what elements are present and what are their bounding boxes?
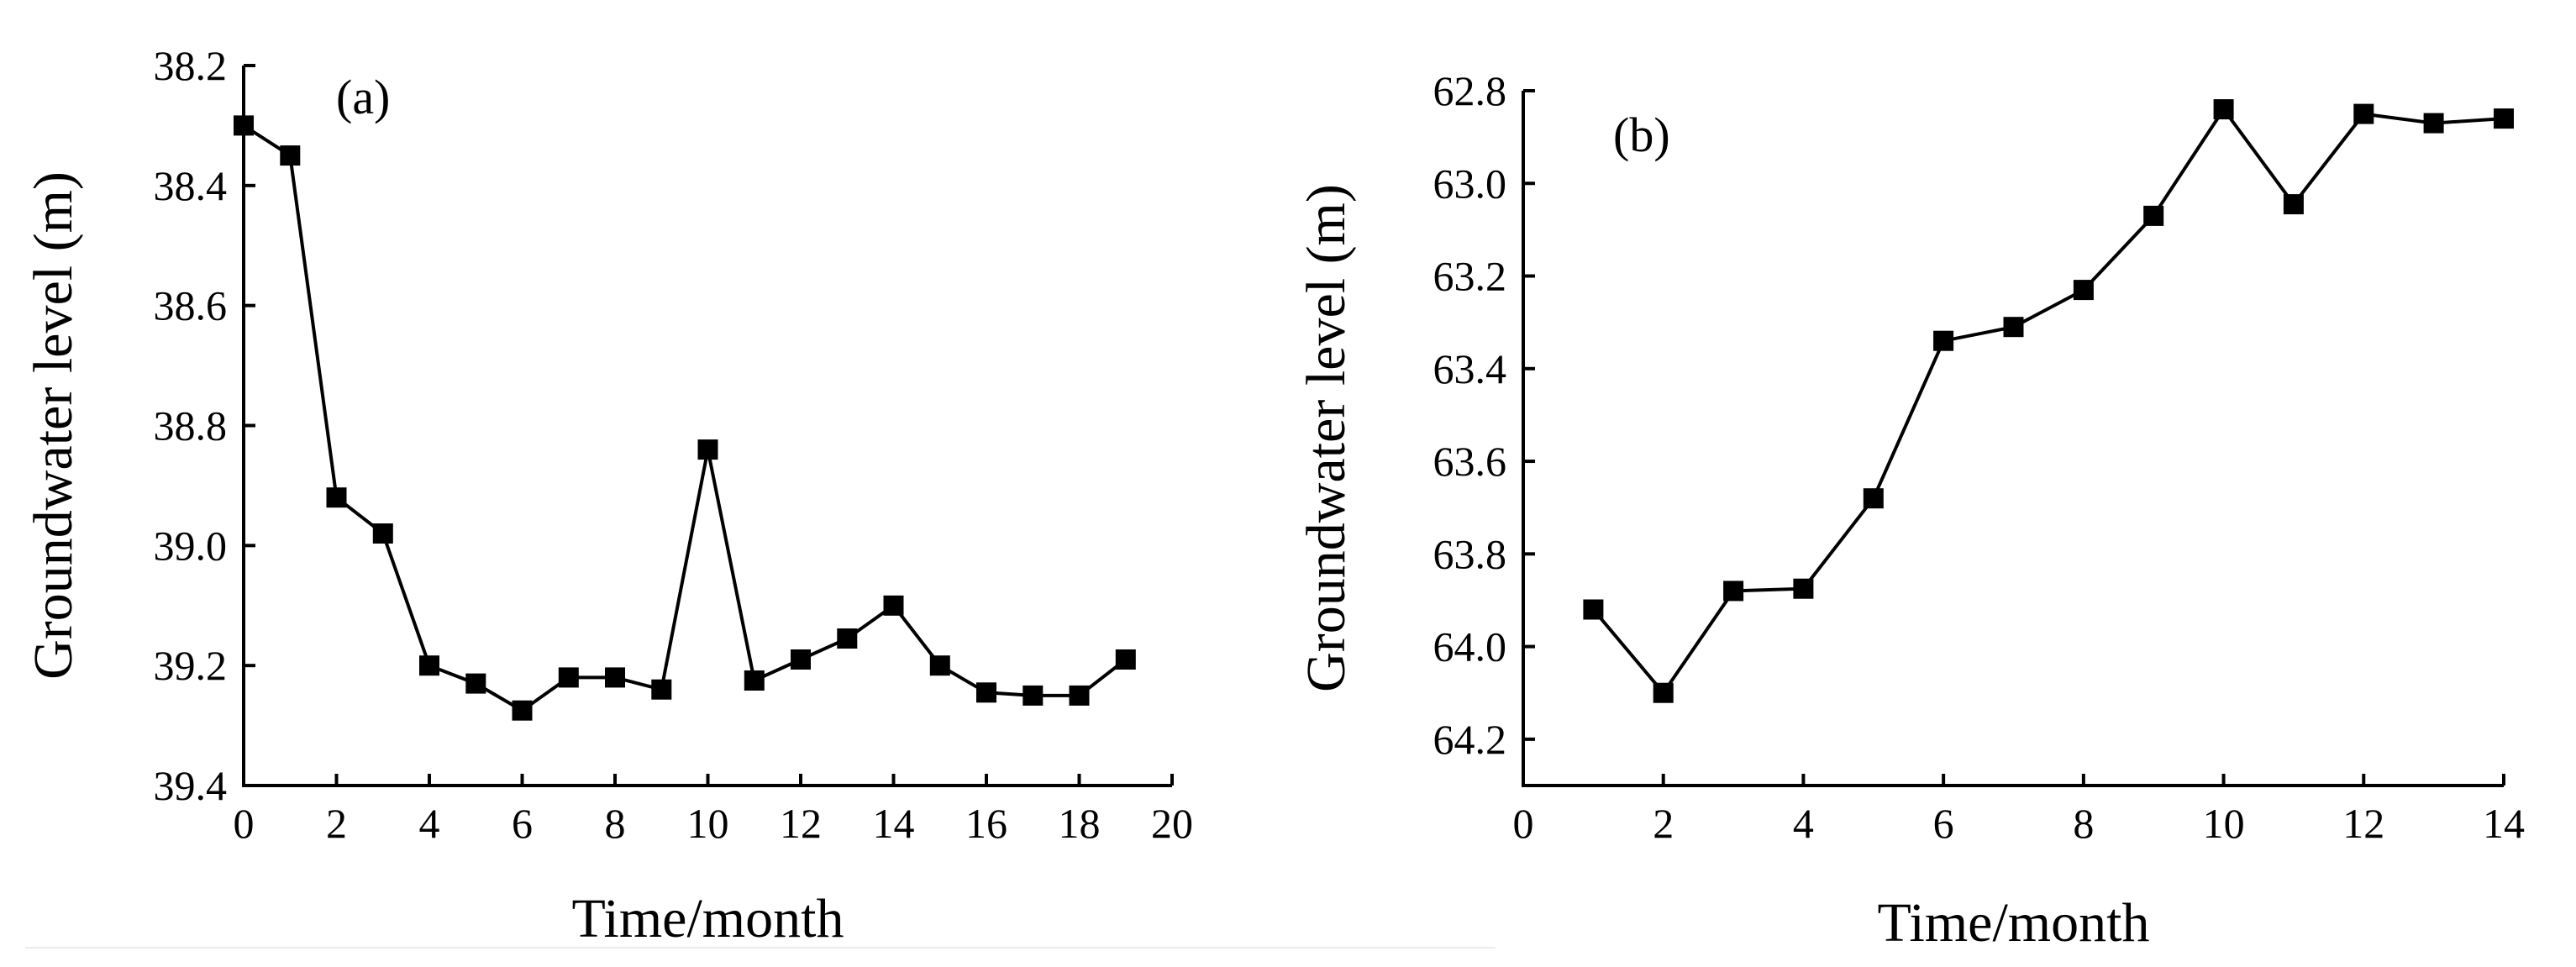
panel-a-x-tick-label: 14 <box>873 800 915 847</box>
panel-a-data-point <box>372 523 393 544</box>
panel-a-y-tick-label: 39.4 <box>154 762 228 809</box>
panel-a-data-point <box>326 487 347 508</box>
panel-a-y-tick-label: 38.8 <box>154 402 228 449</box>
panel-a-data-point <box>234 115 254 136</box>
panel-b-y-tick-label: 63.4 <box>1433 345 1507 392</box>
panel-b-series-line <box>1591 106 2505 696</box>
panel-a-x-tick-label: 10 <box>687 800 729 847</box>
panel-a-y-tick-label: 39.2 <box>154 642 228 689</box>
panel-b-y-tick-label: 63.2 <box>1433 253 1507 300</box>
panel-a-data-point <box>744 670 765 691</box>
panel-a-series-line <box>242 124 1128 713</box>
panel-a-x-tick-label: 0 <box>234 800 255 847</box>
panel-b-y-tick-label: 63.8 <box>1433 530 1507 577</box>
panel-b-y-tick-label: 64.0 <box>1433 623 1507 670</box>
panel-a-data-point <box>605 667 625 688</box>
panel-a-x-tick-label: 20 <box>1151 800 1193 847</box>
panel-a-data-point <box>558 667 579 688</box>
panel-a-y-axis-title: Groundwater level (m) <box>23 171 84 680</box>
panel-a-y-tick-label: 38.2 <box>154 42 228 89</box>
panel-a-x-tick-label: 4 <box>419 800 440 847</box>
panel-a-x-tick-label: 12 <box>780 800 822 847</box>
panel-b-x-tick-label: 4 <box>1793 800 1814 847</box>
panel-b-y-tick-label: 63.0 <box>1433 160 1507 207</box>
panel-b-data-point <box>1653 682 1674 703</box>
panel-b-x-tick-label: 12 <box>2342 800 2384 847</box>
panel-b-y-axis-title: Groundwater level (m) <box>1296 184 1357 692</box>
panel-b-chart: 0 2 4 6 8 10 12 14 62.8 63.0 63.2 63.4 63.6 63.8 64.0 6… <box>1296 67 2525 954</box>
panel-b-data-point <box>1863 488 1884 509</box>
panel-a-data-point <box>1115 649 1136 670</box>
panel-a-x-tick-label: 16 <box>965 800 1007 847</box>
panel-b-data-point <box>1583 599 1604 620</box>
panel-a-data-point <box>697 439 718 460</box>
panel-b-x-tick-label: 0 <box>1513 800 1534 847</box>
panel-a-data-point <box>1023 685 1044 706</box>
panel-a-data-point <box>1069 685 1090 706</box>
panel-b-data-point <box>2494 108 2514 129</box>
panel-b-data-point <box>2213 99 2234 120</box>
panel-b-data-point <box>1793 578 1814 599</box>
panel-b-label: (b) <box>1613 108 1670 162</box>
panel-b-x-tick-label: 8 <box>2073 800 2094 847</box>
panel-a-data-point <box>465 673 486 694</box>
panel-a-data-point <box>929 655 950 676</box>
panel-a-y-tick-label: 39.0 <box>154 522 228 569</box>
panel-b-x-axis-title: Time/month <box>1878 892 2150 954</box>
panel-a-axes <box>242 66 1172 787</box>
panel-b-data-point <box>2073 280 2094 301</box>
panel-a-x-tick-label: 6 <box>512 800 533 847</box>
panel-b-data-point <box>2003 317 2024 338</box>
panel-a-data-point <box>280 145 301 166</box>
panel-b-x-tick-label: 6 <box>1933 800 1954 847</box>
panel-b-x-tick-label: 10 <box>2203 800 2245 847</box>
panel-a-x-tick-label: 2 <box>326 800 347 847</box>
panel-b-x-tick-label: 14 <box>2483 800 2525 847</box>
panel-b-data-point <box>1723 581 1744 602</box>
panel-a-chart: 0 2 4 6 8 10 12 14 16 18 20 38.2 38.4 38.6 38.8 39.0 39.… <box>23 42 1193 949</box>
panel-a-y-tick-label: 38.6 <box>154 282 228 329</box>
panel-a-data-point <box>791 649 811 670</box>
panel-a-data-point <box>883 595 904 616</box>
panel-b-y-tick-label: 62.8 <box>1433 67 1507 114</box>
panel-a-data-point <box>837 628 858 649</box>
panel-a-x-tick-label: 8 <box>605 800 626 847</box>
panel-a-x-tick-label: 18 <box>1059 800 1101 847</box>
panel-b-data-point <box>2143 205 2164 226</box>
panel-b-data-point <box>2283 194 2304 215</box>
panel-a-data-point <box>651 679 672 700</box>
panel-a-label: (a) <box>336 70 390 124</box>
panel-b-data-point <box>2423 113 2444 134</box>
panel-b-x-tick-label: 2 <box>1653 800 1674 847</box>
panel-b-data-point <box>2353 103 2374 124</box>
panel-b-data-point <box>1933 330 1954 351</box>
panel-a-data-point <box>512 700 533 721</box>
panel-a-y-tick-label: 38.4 <box>154 162 228 209</box>
panel-b-y-tick-label: 64.2 <box>1433 716 1507 763</box>
panel-a-x-axis-title: Time/month <box>572 888 844 949</box>
panel-b-y-tick-label: 63.6 <box>1433 438 1507 485</box>
panel-a-data-point <box>419 655 439 676</box>
panel-a-data-point <box>976 682 996 703</box>
